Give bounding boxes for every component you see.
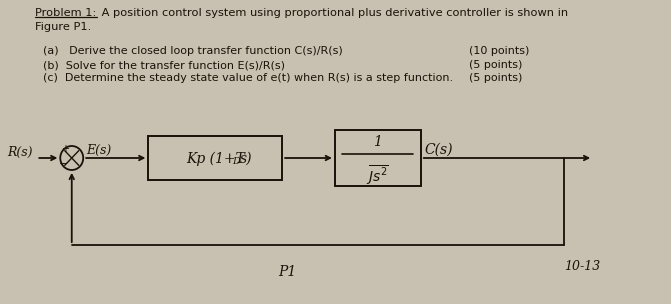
Text: (c)  Determine the steady state value of e(t) when R(s) is a step function.: (c) Determine the steady state value of …: [43, 73, 453, 83]
Text: P1: P1: [278, 265, 296, 279]
Text: (5 points): (5 points): [469, 60, 522, 70]
Text: (10 points): (10 points): [469, 46, 529, 56]
Text: Problem 1:: Problem 1:: [36, 8, 97, 18]
Bar: [335, 130, 421, 186]
Text: −: −: [59, 159, 68, 169]
Text: (5 points): (5 points): [469, 73, 522, 83]
Text: $\overline{J s^2}$: $\overline{J s^2}$: [366, 163, 389, 187]
Text: Kp (1+T: Kp (1+T: [186, 152, 245, 166]
Text: 10-13: 10-13: [564, 260, 601, 273]
Text: s): s): [240, 152, 252, 166]
Text: +: +: [61, 144, 69, 154]
Bar: [148, 136, 282, 180]
Text: D: D: [232, 157, 240, 166]
Text: (b)  Solve for the transfer function E(s)/R(s): (b) Solve for the transfer function E(s)…: [43, 60, 285, 70]
Text: A position control system using proportional plus derivative controller is shown: A position control system using proporti…: [97, 8, 568, 18]
Text: C(s): C(s): [425, 143, 453, 157]
Text: E(s): E(s): [86, 144, 111, 157]
Text: Figure P1.: Figure P1.: [36, 22, 92, 32]
Text: 1: 1: [373, 135, 382, 149]
Text: R(s): R(s): [7, 146, 33, 159]
Text: (a)   Derive the closed loop transfer function C(s)/R(s): (a) Derive the closed loop transfer func…: [43, 46, 343, 56]
